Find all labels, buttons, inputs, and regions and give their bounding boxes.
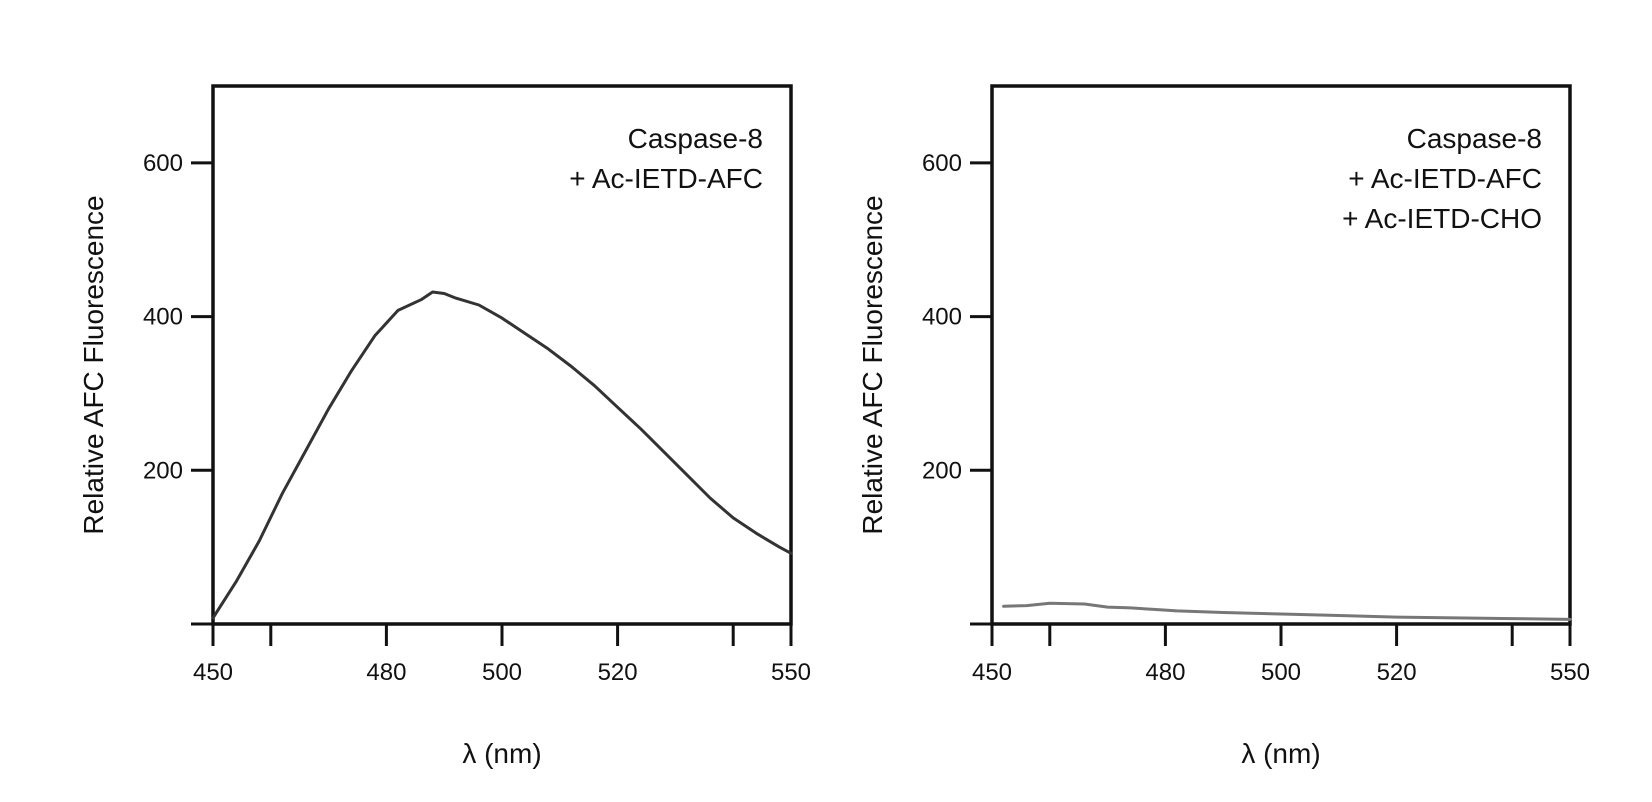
chart-2-annotation-3: + Ac-IETD-CHO: [1342, 203, 1542, 234]
chart-1: 200 400 600 450 480 500 520 550 λ (nm) Relative A…: [78, 84, 811, 769]
chart-2-y-tick-label: 200: [922, 457, 962, 484]
chart-1-x-tick-label: 550: [771, 659, 811, 686]
chart-2-x-axis-label: λ (nm): [1241, 738, 1320, 769]
chart-2-annotation-2: + Ac-IETD-AFC: [1348, 163, 1542, 194]
chart-1-y-tick-label: 600: [143, 150, 183, 177]
chart-2-annotation-1: Caspase-8: [1407, 123, 1542, 154]
chart-1-y-tick-label: 200: [143, 457, 183, 484]
chart-2-x-tick-label: 480: [1145, 659, 1185, 686]
chart-2-x-tick-label: 450: [972, 659, 1012, 686]
chart-2-y-tick-label: 400: [922, 304, 962, 331]
chart-1-x-tick-label: 450: [193, 659, 233, 686]
chart-2-series-line-1: [1002, 601, 1572, 621]
chart-1-y-tick-label: 400: [143, 304, 183, 331]
chart-1-x-tick-label: 480: [366, 659, 406, 686]
chart-2-x-tick-label: 520: [1377, 659, 1417, 686]
chart-1-x-tick-label: 500: [482, 659, 522, 686]
chart-1-y-axis-label: Relative AFC Fluorescence: [78, 195, 109, 534]
chart-2: 200 400 600 450 480 500 520 550 λ (nm) Relative A…: [857, 84, 1590, 769]
chart-1-annotation-2: + Ac-IETD-AFC: [569, 163, 763, 194]
chart-1-series-line-1: [211, 290, 793, 620]
chart-1-x-tick-label: 520: [598, 659, 638, 686]
chart-2-y-tick-label: 600: [922, 150, 962, 177]
chart-1-annotation-1: Caspase-8: [628, 123, 763, 154]
chart-2-y-axis-label: Relative AFC Fluorescence: [857, 195, 888, 534]
chart-2-x-tick-label: 550: [1550, 659, 1590, 686]
chart-2-x-tick-label: 500: [1261, 659, 1301, 686]
chart-1-x-axis-label: λ (nm): [462, 738, 541, 769]
